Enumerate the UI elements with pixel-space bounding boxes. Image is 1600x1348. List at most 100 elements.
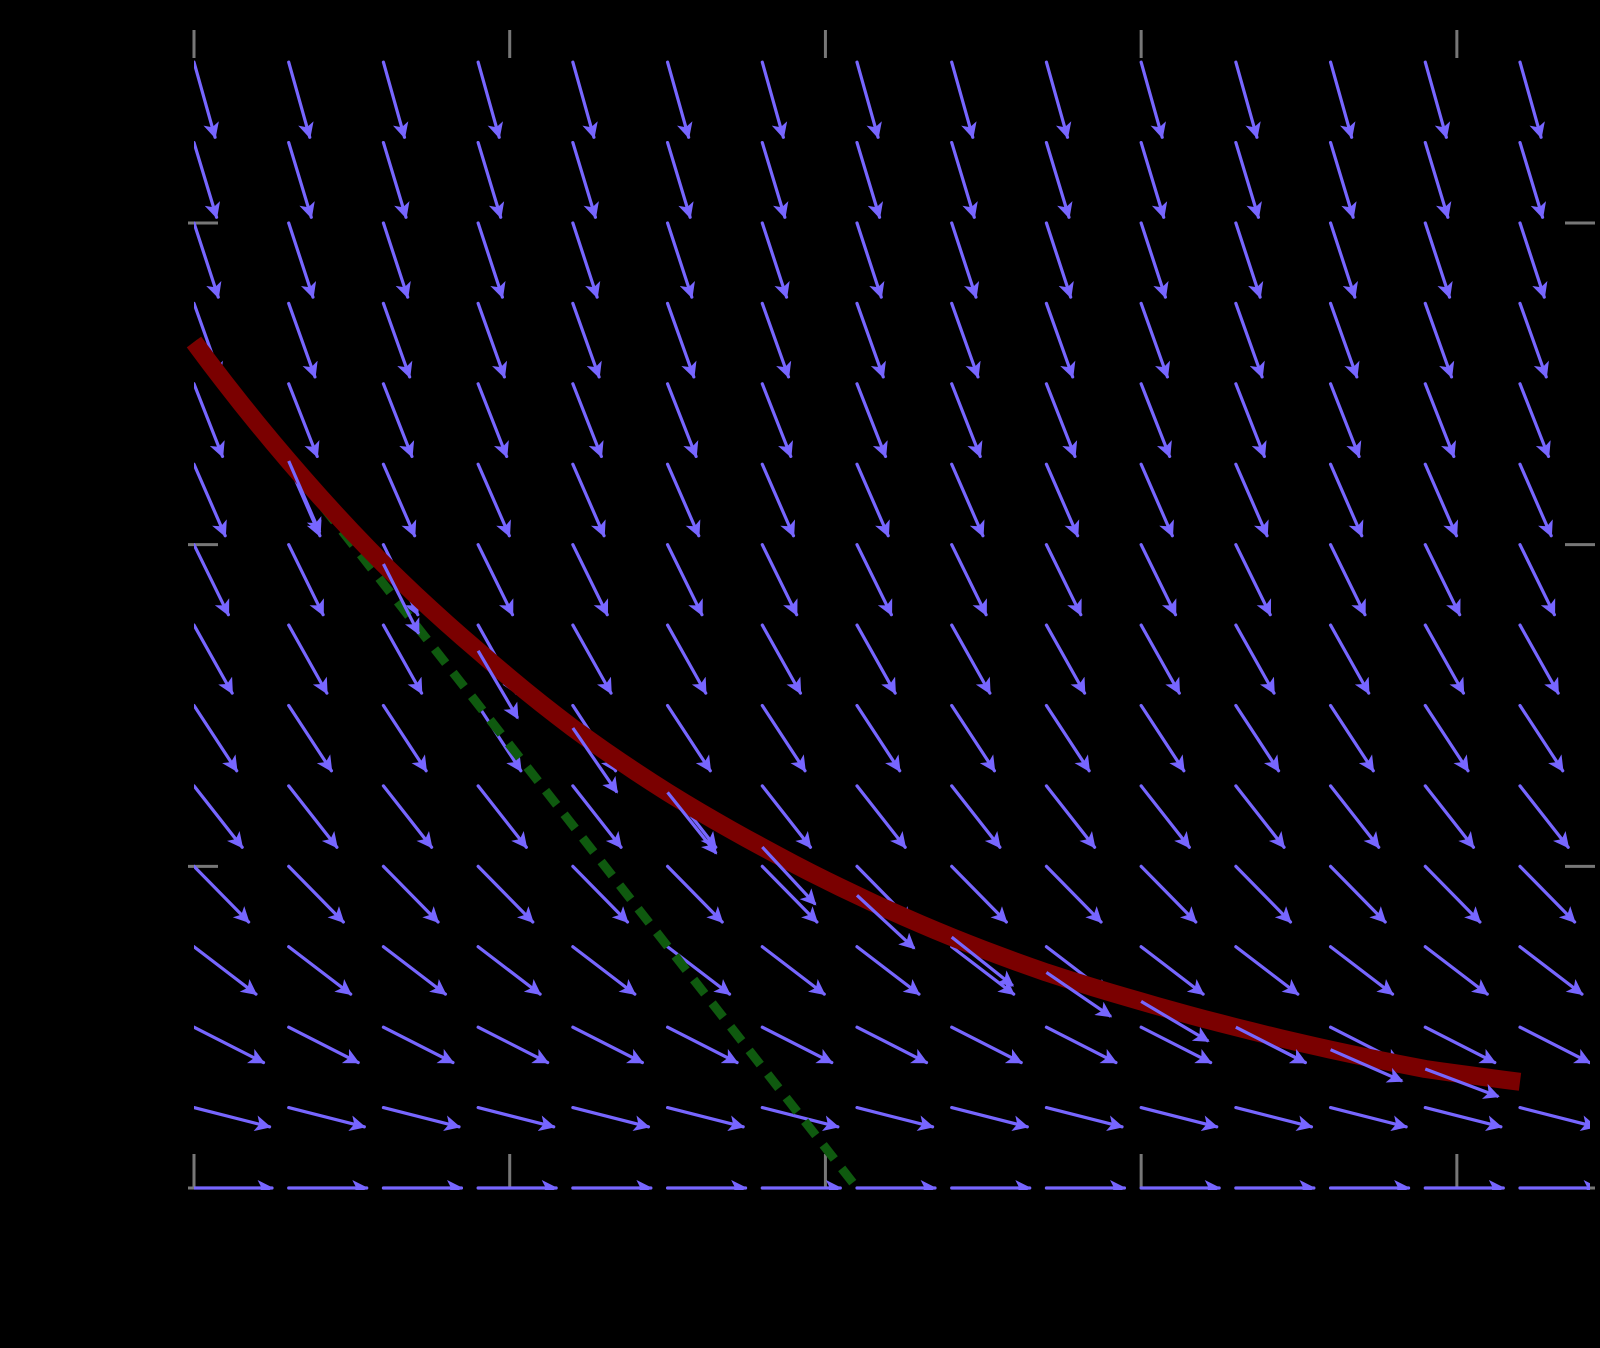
slope-arrow — [1234, 382, 1267, 459]
slope-arrow — [1518, 462, 1553, 538]
slope-arrow — [476, 703, 523, 773]
slope-arrow — [194, 60, 219, 139]
slope-arrow — [1518, 1025, 1590, 1065]
slope-arrow — [665, 1025, 739, 1065]
slope-arrow — [1518, 784, 1570, 849]
slope-arrow — [287, 864, 345, 924]
slope-arrow — [571, 1025, 644, 1065]
slope-arrow — [571, 60, 598, 139]
slope-arrow — [665, 462, 701, 538]
slope-arrow — [1139, 945, 1205, 996]
slope-arrow — [665, 543, 704, 617]
slope-arrow — [1139, 1025, 1213, 1065]
slope-arrow — [665, 623, 708, 695]
curve-arrow — [1424, 1067, 1500, 1099]
slope-arrow — [287, 784, 339, 849]
slope-arrow — [1518, 382, 1551, 459]
slope-arrow — [1328, 462, 1364, 538]
slope-arrow — [381, 1105, 461, 1132]
slope-arrow — [1139, 623, 1181, 695]
slope-arrow — [855, 221, 885, 299]
slope-arrow — [760, 1025, 834, 1065]
slope-arrow — [1044, 140, 1073, 219]
slope-arrow — [287, 1105, 366, 1132]
slope-arrow — [476, 864, 535, 924]
slope-arrow — [950, 301, 981, 379]
slope-arrow — [287, 1025, 360, 1065]
slope-arrow — [1328, 301, 1360, 379]
slope-arrow — [1234, 1105, 1314, 1132]
slope-arrow — [1328, 784, 1381, 849]
slope-arrow — [381, 945, 448, 996]
slope-arrow — [665, 221, 695, 299]
slope-arrow — [287, 945, 353, 996]
slope-arrow — [476, 462, 511, 538]
slope-arrow — [1328, 1105, 1408, 1132]
slope-arrow — [194, 784, 244, 849]
slope-arrow — [381, 784, 434, 849]
slope-arrow — [287, 382, 320, 459]
slope-arrow — [1518, 1105, 1590, 1132]
slope-arrow — [855, 543, 893, 617]
slope-arrow — [1328, 543, 1367, 617]
slope-arrow — [571, 623, 613, 695]
slope-arrow — [855, 382, 888, 459]
slope-arrow — [1044, 543, 1083, 617]
slope-arrow — [1423, 1105, 1503, 1132]
slope-arrow — [194, 462, 227, 538]
curve-arrow — [666, 791, 718, 855]
slope-arrow — [476, 301, 508, 379]
slope-arrow — [1234, 543, 1272, 617]
slope-arrow — [1328, 382, 1362, 459]
slope-arrow — [194, 703, 239, 773]
slope-arrow — [381, 1025, 455, 1065]
slope-arrow — [1139, 462, 1174, 538]
slope-arrow — [1044, 382, 1078, 459]
slope-arrow — [287, 703, 334, 773]
slope-arrow — [1518, 945, 1584, 996]
slope-arrow — [760, 945, 826, 996]
slope-arrow — [194, 864, 251, 924]
slope-arrow — [760, 60, 788, 139]
slope-arrow — [1044, 1025, 1118, 1065]
slope-arrow — [381, 301, 413, 379]
slope-arrow — [950, 623, 992, 695]
slope-arrow — [1139, 1105, 1219, 1132]
slope-arrow — [1234, 221, 1264, 299]
slope-arrow — [1423, 784, 1476, 849]
slope-arrow — [1044, 221, 1074, 299]
slope-arrow — [571, 1105, 651, 1132]
slope-arrow — [950, 864, 1008, 924]
slope-arrow — [855, 301, 886, 379]
slope-arrow — [855, 623, 897, 695]
slope-arrow — [1328, 864, 1387, 924]
slope-arrow — [855, 462, 890, 538]
curve-arrow — [950, 935, 1015, 987]
slope-arrow — [571, 382, 604, 459]
slope-arrow — [1518, 864, 1577, 924]
slope-arrow — [1139, 60, 1167, 139]
curve-arrow — [855, 894, 916, 950]
slope-arrow — [381, 462, 417, 538]
slope-arrow — [194, 1025, 266, 1065]
slope-arrow — [1234, 784, 1286, 849]
curve-arrow — [476, 650, 520, 720]
slope-field — [194, 60, 1590, 1190]
slope-arrow — [1139, 864, 1198, 924]
slope-arrow — [1328, 221, 1358, 299]
slope-arrow — [194, 221, 222, 299]
slope-arrow — [760, 864, 819, 924]
slope-arrow — [665, 864, 724, 924]
slope-arrow — [1044, 462, 1080, 538]
slope-arrow — [476, 221, 506, 299]
slope-arrow — [1139, 221, 1169, 299]
slope-arrow — [855, 703, 902, 773]
slope-arrow — [571, 221, 601, 299]
slope-arrow — [950, 60, 977, 139]
slope-arrow — [1328, 703, 1375, 773]
slope-arrow — [855, 945, 921, 996]
slope-arrow — [1518, 221, 1548, 299]
slope-arrow — [476, 1025, 550, 1065]
slope-arrow — [194, 623, 234, 695]
slope-arrow — [1234, 864, 1293, 924]
